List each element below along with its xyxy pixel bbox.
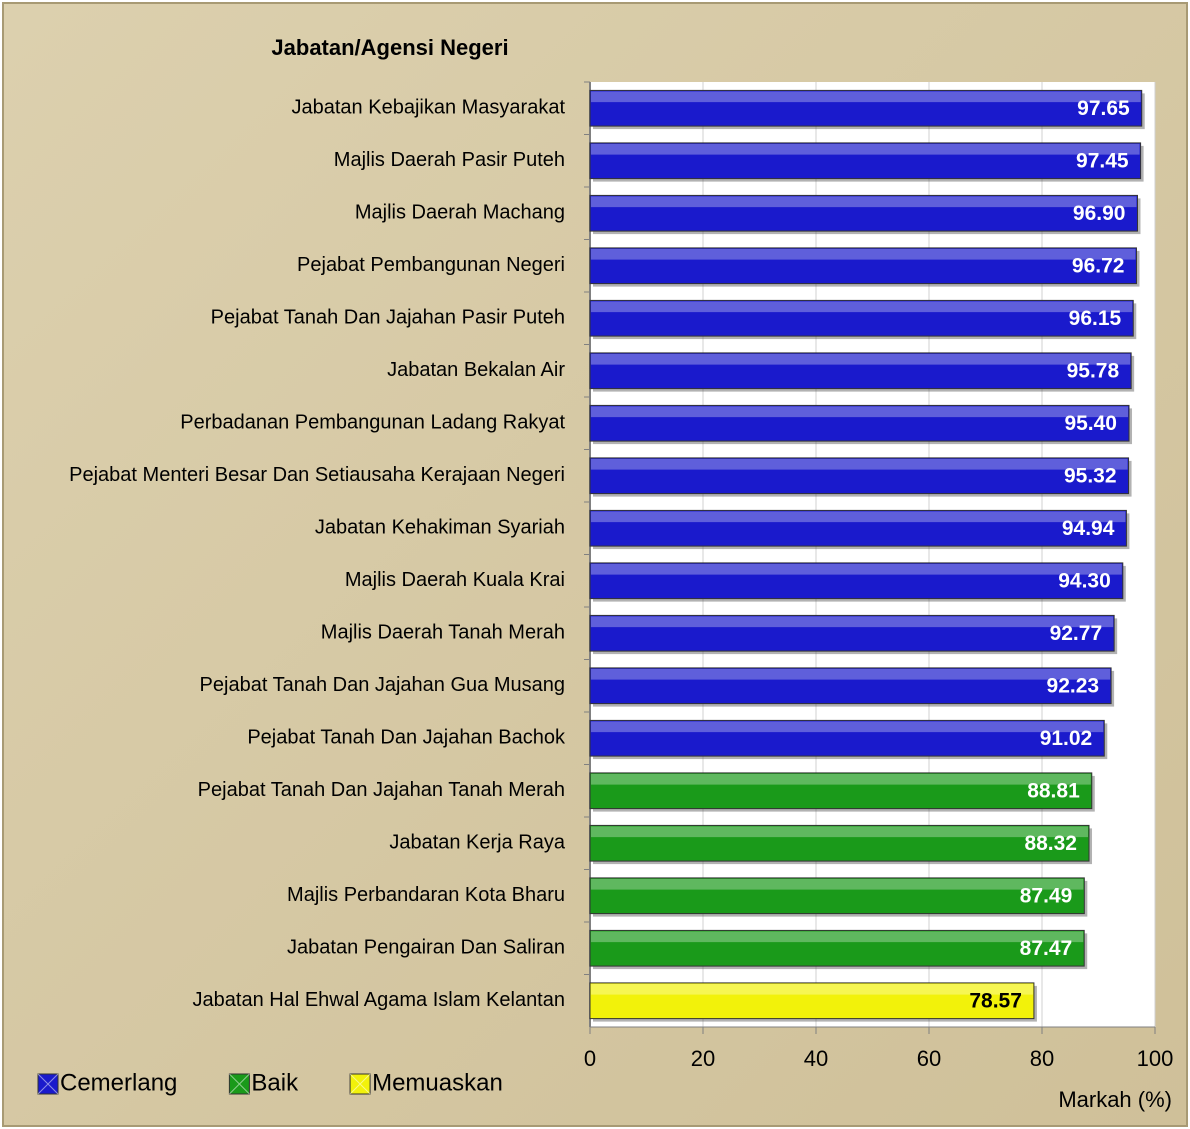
value-label: 88.81 [1027, 779, 1080, 802]
bar [589, 352, 1132, 390]
plot-area [590, 82, 1155, 1027]
category-label: Majlis Daerah Machang [355, 202, 565, 224]
x-tick-label: 20 [691, 1046, 715, 1071]
bar [589, 667, 1112, 705]
bar-highlight [591, 406, 1129, 418]
x-tick-label: 100 [1137, 1046, 1174, 1071]
value-label: 97.45 [1076, 149, 1129, 172]
category-label: Majlis Perbandaran Kota Bharu [287, 884, 565, 906]
value-label: 87.49 [1020, 884, 1073, 907]
value-label: 97.65 [1077, 97, 1130, 120]
x-axis-label: Markah (%) [1058, 1087, 1172, 1112]
value-label: 78.57 [969, 989, 1022, 1012]
bar [589, 929, 1085, 967]
category-label: Pejabat Tanah Dan Jajahan Pasir Puteh [211, 307, 565, 329]
category-label: Jabatan Kerja Raya [389, 832, 566, 854]
legend-swatch-bevel [229, 1073, 250, 1095]
value-label: 96.72 [1072, 254, 1125, 277]
value-label: 91.02 [1040, 727, 1093, 750]
category-label: Pejabat Tanah Dan Jajahan Tanah Merah [198, 779, 565, 801]
x-tick-label: 40 [804, 1046, 828, 1071]
bar-highlight [591, 616, 1114, 628]
value-label: 92.23 [1047, 674, 1100, 697]
legend-swatch-bevel [349, 1073, 371, 1095]
bar-highlight [591, 668, 1111, 680]
bar [589, 194, 1138, 232]
category-label: Majlis Daerah Kuala Krai [345, 569, 565, 591]
x-tick-label: 60 [917, 1046, 941, 1071]
category-label: Jabatan Kehakiman Syariah [315, 517, 565, 539]
value-label: 92.77 [1050, 622, 1103, 645]
category-label: Pejabat Tanah Dan Jajahan Bachok [247, 727, 566, 749]
bar [589, 877, 1085, 915]
bar [589, 89, 1143, 127]
bar-highlight [591, 511, 1126, 523]
chart-title: Jabatan/Agensi Negeri [271, 35, 508, 60]
bar-highlight [591, 91, 1141, 103]
bar-highlight [591, 301, 1133, 313]
bar [589, 509, 1127, 547]
bar-highlight [591, 196, 1137, 208]
x-tick-label: 0 [584, 1046, 596, 1071]
bar-highlight [591, 143, 1140, 155]
value-label: 87.47 [1020, 937, 1073, 960]
bar-highlight [591, 826, 1089, 838]
bar [589, 562, 1124, 600]
category-label: Majlis Daerah Pasir Puteh [334, 149, 565, 171]
bar-highlight [591, 931, 1084, 943]
category-label: Perbadanan Pembangunan Ladang Rakyat [180, 412, 565, 434]
category-label: Pejabat Tanah Dan Jajahan Gua Musang [200, 674, 565, 696]
bar-highlight [591, 983, 1033, 995]
value-label: 94.94 [1062, 517, 1115, 540]
bar [589, 824, 1090, 862]
category-label: Jabatan Kebajikan Masyarakat [292, 97, 566, 119]
bar-highlight [591, 563, 1122, 575]
bar [589, 719, 1105, 757]
legend-swatch-bevel [37, 1073, 59, 1095]
value-label: 88.32 [1024, 832, 1077, 855]
bar [589, 982, 1035, 1020]
value-label: 95.40 [1064, 412, 1117, 435]
bar-highlight [591, 458, 1128, 470]
bar [589, 614, 1115, 652]
legend-label: Baik [251, 1069, 299, 1096]
value-label: 95.78 [1067, 359, 1120, 382]
value-label: 94.30 [1058, 569, 1111, 592]
bar-highlight [591, 773, 1091, 785]
category-label: Majlis Daerah Tanah Merah [321, 622, 565, 644]
category-label: Pejabat Pembangunan Negeri [297, 254, 565, 276]
category-label: Jabatan Bekalan Air [387, 359, 565, 381]
bar-highlight [591, 878, 1084, 890]
value-label: 96.90 [1073, 202, 1126, 225]
category-label: Pejabat Menteri Besar Dan Setiausaha Ker… [69, 464, 565, 486]
value-label: 95.32 [1064, 464, 1117, 487]
category-label: Jabatan Pengairan Dan Saliran [287, 937, 565, 959]
bar-highlight [591, 248, 1136, 260]
bar [589, 247, 1137, 285]
bar [589, 457, 1130, 495]
bar-highlight [591, 721, 1104, 733]
bar [589, 142, 1142, 180]
value-label: 96.15 [1069, 307, 1122, 330]
bar [589, 299, 1134, 337]
bar [589, 404, 1130, 442]
x-tick-label: 80 [1030, 1046, 1054, 1071]
legend-label: Cemerlang [60, 1069, 177, 1096]
legend-label: Memuaskan [372, 1069, 503, 1096]
category-label: Jabatan Hal Ehwal Agama Islam Kelantan [193, 989, 565, 1011]
bar [589, 772, 1093, 810]
bar-highlight [591, 353, 1131, 365]
